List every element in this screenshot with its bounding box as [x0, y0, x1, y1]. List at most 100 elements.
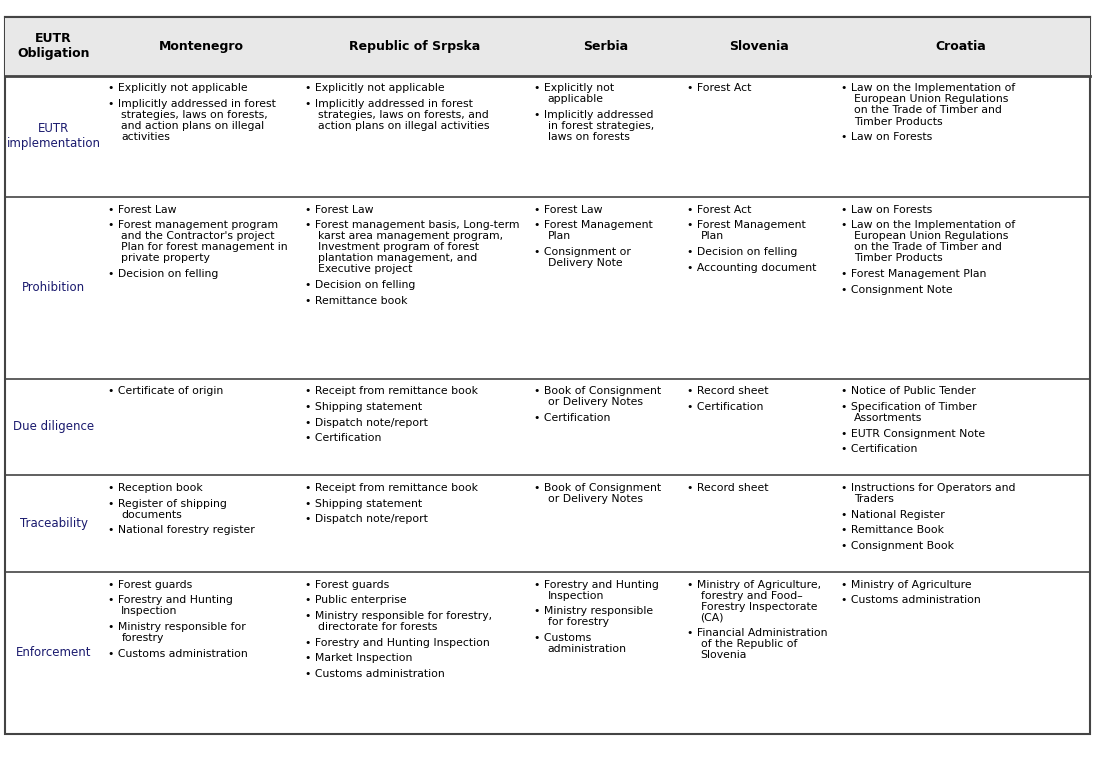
- Text: Timber Products: Timber Products: [854, 117, 942, 127]
- Text: • Customs administration: • Customs administration: [841, 595, 980, 605]
- Text: Assortments: Assortments: [854, 413, 922, 423]
- Text: on the Trade of Timber and: on the Trade of Timber and: [854, 105, 1001, 115]
- Text: • Law on Forests: • Law on Forests: [841, 204, 931, 214]
- Text: • Forest Act: • Forest Act: [687, 83, 752, 93]
- Text: documents: documents: [121, 510, 183, 520]
- Text: • Customs administration: • Customs administration: [305, 669, 445, 679]
- Text: EUTR
implementation: EUTR implementation: [7, 122, 101, 150]
- Text: • Explicitly not applicable: • Explicitly not applicable: [305, 83, 445, 93]
- Text: • Forest Law: • Forest Law: [108, 204, 177, 214]
- Text: plantation management, and: plantation management, and: [318, 253, 478, 263]
- Text: • Forest Management: • Forest Management: [534, 221, 654, 230]
- Text: Investment program of forest: Investment program of forest: [318, 243, 479, 253]
- Text: • Instructions for Operators and: • Instructions for Operators and: [841, 483, 1015, 493]
- Text: • Consignment or: • Consignment or: [534, 247, 632, 257]
- Text: • Forest management basis, Long-term: • Forest management basis, Long-term: [305, 221, 519, 230]
- Text: or Delivery Notes: or Delivery Notes: [548, 398, 643, 407]
- Text: Slovenia: Slovenia: [701, 651, 747, 661]
- Text: on the Trade of Timber and: on the Trade of Timber and: [854, 243, 1001, 253]
- Text: • Implicitly addressed: • Implicitly addressed: [534, 110, 654, 120]
- Text: • Ministry responsible: • Ministry responsible: [534, 607, 654, 617]
- Text: action plans on illegal activities: action plans on illegal activities: [318, 121, 490, 131]
- Text: strategies, laws on forests,: strategies, laws on forests,: [121, 110, 268, 120]
- Text: (CA): (CA): [701, 613, 725, 623]
- Bar: [5, 17, 1090, 76]
- Text: • Forest Management: • Forest Management: [687, 221, 807, 230]
- Text: administration: administration: [548, 644, 626, 654]
- Text: Prohibition: Prohibition: [22, 282, 85, 295]
- Text: • Register of shipping: • Register of shipping: [108, 498, 227, 509]
- Text: • National forestry register: • National forestry register: [108, 525, 255, 536]
- Text: Delivery Note: Delivery Note: [548, 258, 622, 268]
- Text: Inspection: Inspection: [548, 591, 604, 600]
- Text: directorate for forests: directorate for forests: [318, 622, 437, 632]
- Text: strategies, laws on forests, and: strategies, laws on forests, and: [318, 110, 489, 120]
- Text: Croatia: Croatia: [936, 40, 986, 53]
- Text: • Law on the Implementation of: • Law on the Implementation of: [841, 221, 1014, 230]
- Text: • Customs administration: • Customs administration: [108, 649, 248, 658]
- Text: • Forestry and Hunting: • Forestry and Hunting: [534, 580, 659, 590]
- Text: • Remittance Book: • Remittance Book: [841, 525, 943, 536]
- Text: • Book of Consignment: • Book of Consignment: [534, 386, 661, 396]
- Text: activities: activities: [121, 132, 171, 142]
- Text: • Forestry and Hunting Inspection: • Forestry and Hunting Inspection: [305, 638, 490, 648]
- Text: applicable: applicable: [548, 95, 603, 105]
- Text: • Implicitly addressed in forest: • Implicitly addressed in forest: [305, 99, 473, 109]
- Text: and the Contractor's project: and the Contractor's project: [121, 231, 274, 241]
- Text: • Specification of Timber: • Specification of Timber: [841, 402, 976, 412]
- Text: laws on forests: laws on forests: [548, 132, 630, 142]
- Text: Plan: Plan: [548, 231, 571, 241]
- Text: • Dispatch note/report: • Dispatch note/report: [305, 417, 427, 427]
- Text: • Customs: • Customs: [534, 633, 591, 643]
- Text: • Forest Act: • Forest Act: [687, 204, 752, 214]
- Text: • Record sheet: • Record sheet: [687, 483, 769, 493]
- Text: karst area management program,: karst area management program,: [318, 231, 503, 241]
- Text: Timber Products: Timber Products: [854, 253, 942, 263]
- Text: • Shipping statement: • Shipping statement: [305, 498, 422, 509]
- Text: • Forest guards: • Forest guards: [305, 580, 389, 590]
- Text: of the Republic of: of the Republic of: [701, 639, 797, 649]
- Text: • Shipping statement: • Shipping statement: [305, 402, 422, 412]
- Text: in forest strategies,: in forest strategies,: [548, 121, 654, 131]
- Text: • Consignment Note: • Consignment Note: [841, 285, 952, 295]
- Text: • Record sheet: • Record sheet: [687, 386, 769, 396]
- Text: • Notice of Public Tender: • Notice of Public Tender: [841, 386, 975, 396]
- Text: • Receipt from remittance book: • Receipt from remittance book: [305, 483, 478, 493]
- Text: • Forestry and Hunting: • Forestry and Hunting: [108, 595, 233, 605]
- Text: forestry: forestry: [121, 633, 164, 643]
- Text: • National Register: • National Register: [841, 510, 944, 520]
- Text: • Forest Law: • Forest Law: [305, 204, 374, 214]
- Text: • Certification: • Certification: [687, 402, 764, 412]
- Text: Traceability: Traceability: [20, 517, 87, 530]
- Text: Enforcement: Enforcement: [15, 646, 92, 659]
- Text: Plan for forest management in: Plan for forest management in: [121, 243, 287, 253]
- Text: Republic of Srpska: Republic of Srpska: [349, 40, 480, 53]
- Text: • Decision on felling: • Decision on felling: [108, 269, 219, 279]
- Text: • Ministry of Agriculture: • Ministry of Agriculture: [841, 580, 972, 590]
- Text: • Receipt from remittance book: • Receipt from remittance book: [305, 386, 478, 396]
- Text: Due diligence: Due diligence: [13, 420, 94, 433]
- Text: • Law on the Implementation of: • Law on the Implementation of: [841, 83, 1014, 93]
- Text: Plan: Plan: [701, 231, 724, 241]
- Text: • Ministry responsible for forestry,: • Ministry responsible for forestry,: [305, 611, 492, 621]
- Text: • Certification: • Certification: [305, 433, 381, 443]
- Text: • Forest guards: • Forest guards: [108, 580, 192, 590]
- Text: • Forest Law: • Forest Law: [534, 204, 603, 214]
- Text: • Ministry of Agriculture,: • Ministry of Agriculture,: [687, 580, 822, 590]
- Text: • Decision on felling: • Decision on felling: [305, 280, 415, 290]
- Text: forestry and Food–: forestry and Food–: [701, 591, 802, 600]
- Text: • Certification: • Certification: [841, 444, 917, 454]
- Text: European Union Regulations: European Union Regulations: [854, 95, 1008, 105]
- Text: • EUTR Consignment Note: • EUTR Consignment Note: [841, 429, 985, 439]
- Text: Forestry Inspectorate: Forestry Inspectorate: [701, 602, 818, 612]
- Text: • Book of Consignment: • Book of Consignment: [534, 483, 661, 493]
- Text: • Remittance book: • Remittance book: [305, 296, 408, 306]
- Text: Serbia: Serbia: [583, 40, 628, 53]
- Text: • Decision on felling: • Decision on felling: [687, 247, 798, 257]
- Text: • Accounting document: • Accounting document: [687, 262, 816, 272]
- Text: • Explicitly not applicable: • Explicitly not applicable: [108, 83, 248, 93]
- Text: • Certificate of origin: • Certificate of origin: [108, 386, 223, 396]
- Text: for forestry: for forestry: [548, 617, 609, 627]
- Text: • Explicitly not: • Explicitly not: [534, 83, 614, 93]
- Text: • Reception book: • Reception book: [108, 483, 203, 493]
